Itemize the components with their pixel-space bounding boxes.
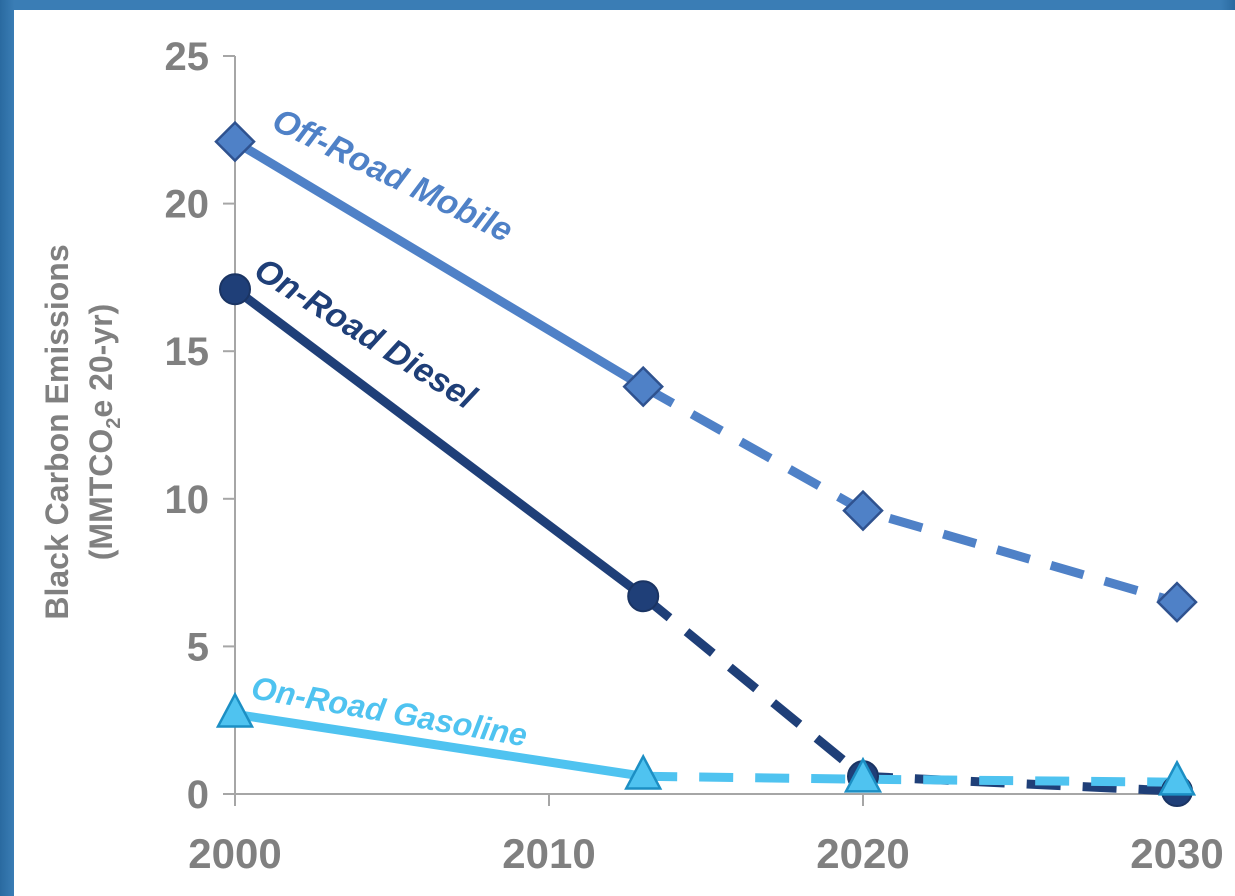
data-point-diamond xyxy=(1156,581,1198,623)
x-tick-label: 2030 xyxy=(1130,830,1223,877)
data-point-triangle xyxy=(1157,759,1197,796)
series-line-solid xyxy=(232,137,646,391)
series-markers xyxy=(214,120,1198,808)
series-line-dashed xyxy=(640,382,1179,607)
data-point-diamond xyxy=(622,365,664,408)
data-point-diamond xyxy=(214,120,256,163)
x-ticks: 2000 2010 2020 2030 xyxy=(188,794,1224,877)
y-tick-label: 20 xyxy=(165,183,210,227)
series-line-dashed xyxy=(640,592,1178,796)
y-axis-title-line2: (MMTCO2e 20-yr) xyxy=(83,304,125,560)
data-point-circle xyxy=(627,580,660,613)
y-axis-title-line1: Black Carbon Emissions xyxy=(39,244,75,619)
data-point-diamond xyxy=(842,489,884,532)
x-tick-label: 2000 xyxy=(188,830,281,877)
axes xyxy=(234,56,1177,795)
series-label: Off-Road Mobile xyxy=(266,101,518,250)
y-tick-label: 15 xyxy=(165,330,210,374)
data-point-triangle xyxy=(215,691,255,728)
y-ticks: 0 5 10 15 20 25 xyxy=(165,35,235,817)
chart-frame: 0 5 10 15 20 25 2000 2010 2020 2030 Off-Road Mob… xyxy=(14,10,1235,896)
y-tick-label: 0 xyxy=(187,773,209,817)
series-line-solid xyxy=(232,285,646,600)
x-tick-label: 2020 xyxy=(816,830,909,877)
chart-svg: 0 5 10 15 20 25 2000 2010 2020 2030 Off-Road Mob… xyxy=(39,35,1224,877)
data-point-circle xyxy=(219,273,251,306)
y-axis-title: Black Carbon Emissions (MMTCO2e 20-yr) xyxy=(39,244,125,619)
y-tick-label: 5 xyxy=(187,625,209,669)
series-line-solid xyxy=(234,709,644,781)
y-tick-label: 10 xyxy=(165,478,210,522)
x-tick-label: 2010 xyxy=(502,830,595,877)
data-point-triangle xyxy=(843,756,883,793)
y-tick-label: 25 xyxy=(165,35,210,79)
series-line-dashed xyxy=(643,771,1178,787)
data-point-triangle xyxy=(624,753,663,790)
